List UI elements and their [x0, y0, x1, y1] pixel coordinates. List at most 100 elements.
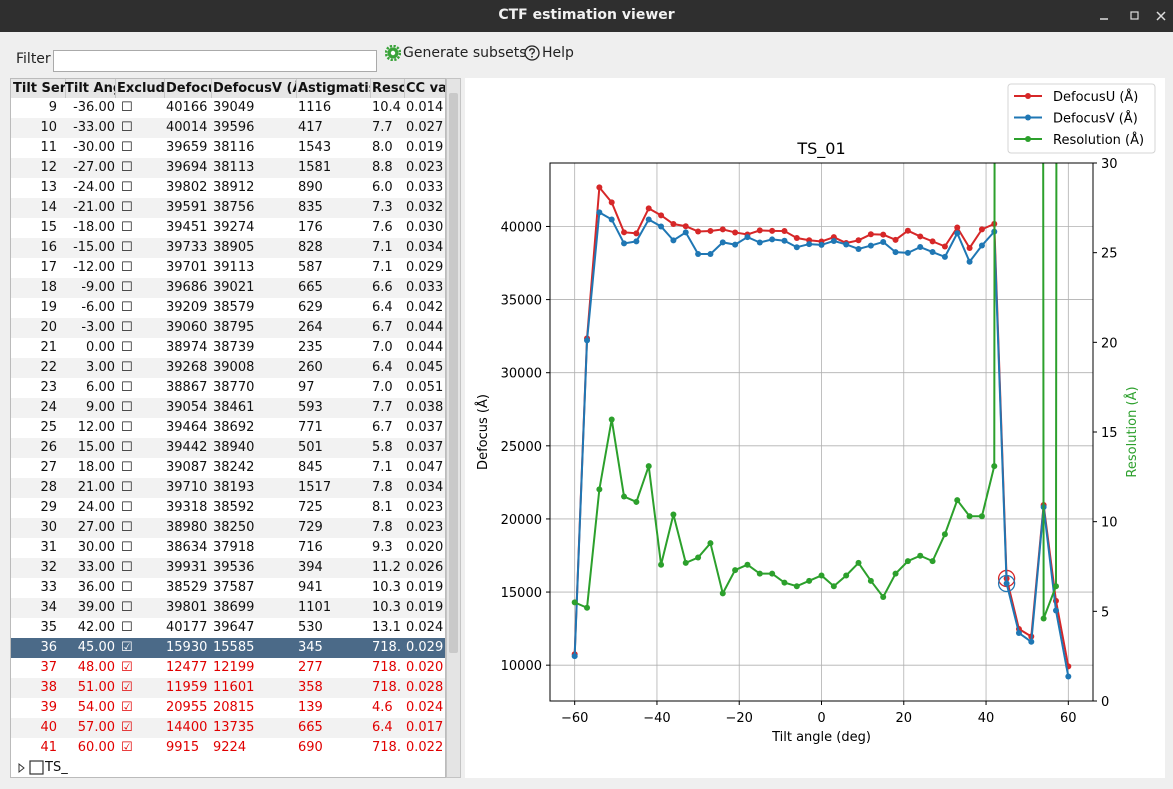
table-cell: 39710: [166, 480, 208, 495]
exclude-checkbox[interactable]: ☐: [121, 340, 133, 355]
table-row[interactable]: 10 -33.00 ☐ 40014 39596 417 7.7 0.027: [11, 118, 445, 138]
table-row[interactable]: 39 54.00 ☑ 20955 20815 139 4.6 0.024: [11, 698, 445, 718]
exclude-checkbox[interactable]: ☐: [121, 260, 133, 275]
table-cell: 1581: [298, 160, 332, 175]
table-row[interactable]: 12 -27.00 ☐ 39694 38113 1581 8.8 0.023: [11, 158, 445, 178]
table-row[interactable]: 33 36.00 ☐ 38529 37587 941 10.3 0.019: [11, 578, 445, 598]
close[interactable]: [1156, 11, 1166, 21]
exclude-checkbox[interactable]: ☐: [121, 520, 133, 535]
table-row[interactable]: 21 0.00 ☐ 38974 38739 235 7.0 0.044: [11, 338, 445, 358]
exclude-checkbox[interactable]: ☐: [121, 100, 133, 115]
scrollbar[interactable]: [446, 78, 461, 778]
table-row[interactable]: 14 -21.00 ☐ 39591 38756 835 7.3 0.032: [11, 198, 445, 218]
exclude-checkbox[interactable]: ☐: [121, 200, 133, 215]
column-header[interactable]: Astigmatis: [298, 79, 371, 98]
table-row[interactable]: 18 -9.00 ☐ 39686 39021 665 6.6 0.033: [11, 278, 445, 298]
table-row[interactable]: 13 -24.00 ☐ 39802 38912 890 6.0 0.033: [11, 178, 445, 198]
exclude-checkbox[interactable]: ☐: [121, 480, 133, 495]
exclude-checkbox[interactable]: ☐: [121, 400, 133, 415]
table-row[interactable]: 11 -30.00 ☐ 39659 38116 1543 8.0 0.019: [11, 138, 445, 158]
exclude-checkbox[interactable]: ☐: [121, 240, 133, 255]
table-row[interactable]: 23 6.00 ☐ 38867 38770 97 7.0 0.051: [11, 378, 445, 398]
exclude-checkbox[interactable]: ☐: [121, 540, 133, 555]
table-cell: 0.047: [406, 460, 444, 475]
table-row[interactable]: 27 18.00 ☐ 39087 38242 845 7.1 0.047: [11, 458, 445, 478]
tree-expander[interactable]: [15, 758, 45, 778]
exclude-checkbox[interactable]: ☐: [121, 600, 133, 615]
table-row[interactable]: 26 15.00 ☐ 39442 38940 501 5.8 0.037: [11, 438, 445, 458]
exclude-checkbox[interactable]: ☑: [121, 680, 133, 695]
exclude-checkbox[interactable]: ☑: [121, 660, 133, 675]
table-cell: 9224: [213, 740, 247, 755]
table-cell: 39442: [166, 440, 208, 455]
exclude-checkbox[interactable]: ☐: [121, 620, 133, 635]
table-cell: 11.2: [372, 560, 401, 575]
table-row[interactable]: 29 24.00 ☐ 39318 38592 725 8.1 0.023: [11, 498, 445, 518]
column-header[interactable]: Tilt Ang: [65, 79, 116, 98]
table-row[interactable]: 30 27.00 ☐ 38980 38250 729 7.8 0.023: [11, 518, 445, 538]
column-header[interactable]: DefocusV (Å: [213, 79, 297, 98]
filter-input[interactable]: [53, 50, 377, 72]
column-header[interactable]: Exclud: [117, 79, 165, 98]
exclude-checkbox[interactable]: ☐: [121, 140, 133, 155]
table-cell: 0.029: [406, 260, 444, 275]
table-row[interactable]: 22 3.00 ☐ 39268 39008 260 6.4 0.045: [11, 358, 445, 378]
table-row[interactable]: 19 -6.00 ☐ 39209 38579 629 6.4 0.042: [11, 298, 445, 318]
maximize[interactable]: [1130, 11, 1139, 20]
table-row[interactable]: 32 33.00 ☐ 39931 39536 394 11.2 0.026: [11, 558, 445, 578]
generate-subsets-button[interactable]: Generate subsets: [385, 45, 527, 61]
table-row[interactable]: 36 45.00 ☑ 15930 15585 345 718. 0.029: [11, 638, 445, 658]
table-row[interactable]: 15 -18.00 ☐ 39451 39274 176 7.6 0.030: [11, 218, 445, 238]
window-controls[interactable]: [1073, 0, 1173, 32]
tree-row[interactable]: TS_: [11, 758, 445, 778]
column-header[interactable]: Defocu: [166, 79, 212, 98]
table-row[interactable]: 37 48.00 ☑ 12477 12199 277 718. 0.020: [11, 658, 445, 678]
exclude-checkbox[interactable]: ☐: [121, 380, 133, 395]
table-row[interactable]: 28 21.00 ☐ 39710 38193 1517 7.8 0.034: [11, 478, 445, 498]
legend-label: DefocusU (Å): [1053, 89, 1138, 105]
exclude-checkbox[interactable]: ☐: [121, 360, 133, 375]
exclude-checkbox[interactable]: ☐: [121, 300, 133, 315]
exclude-checkbox[interactable]: ☐: [121, 560, 133, 575]
data-point: [867, 577, 874, 584]
table-cell: 394: [298, 560, 323, 575]
exclude-checkbox[interactable]: ☐: [121, 120, 133, 135]
column-header[interactable]: Reso: [372, 79, 405, 98]
table-cell: 7.8: [372, 520, 393, 535]
table-row[interactable]: 41 60.00 ☑ 9915 9224 690 718. 0.022: [11, 738, 445, 758]
table-cell: 11: [40, 140, 57, 155]
column-header[interactable]: Tilt Seri: [13, 79, 66, 98]
exclude-checkbox[interactable]: ☑: [121, 700, 133, 715]
exclude-checkbox[interactable]: ☐: [121, 220, 133, 235]
exclude-checkbox[interactable]: ☐: [121, 180, 133, 195]
exclude-checkbox[interactable]: ☐: [121, 280, 133, 295]
exclude-checkbox[interactable]: ☑: [121, 740, 133, 755]
exclude-checkbox[interactable]: ☐: [121, 500, 133, 515]
exclude-checkbox[interactable]: ☑: [121, 640, 133, 655]
table-row[interactable]: 17 -12.00 ☐ 39701 39113 587 7.1 0.029: [11, 258, 445, 278]
exclude-checkbox[interactable]: ☐: [121, 440, 133, 455]
table-row[interactable]: 24 9.00 ☐ 39054 38461 593 7.7 0.038: [11, 398, 445, 418]
table-cell: 38113: [213, 160, 255, 175]
exclude-checkbox[interactable]: ☐: [121, 320, 133, 335]
exclude-checkbox[interactable]: ☐: [121, 420, 133, 435]
table-row[interactable]: 38 51.00 ☑ 11959 11601 358 718. 0.028: [11, 678, 445, 698]
exclude-checkbox[interactable]: ☐: [121, 160, 133, 175]
column-header[interactable]: CC va: [406, 81, 446, 96]
scroll-thumb[interactable]: [449, 93, 458, 653]
exclude-checkbox[interactable]: ☑: [121, 720, 133, 735]
exclude-checkbox[interactable]: ☐: [121, 460, 133, 475]
table-row[interactable]: 40 57.00 ☑ 14400 13735 665 6.4 0.017: [11, 718, 445, 738]
table-row[interactable]: 31 30.00 ☐ 38634 37918 716 9.3 0.020: [11, 538, 445, 558]
table-row[interactable]: 9 -36.00 ☐ 40166 39049 1116 10.4 0.014: [11, 98, 445, 118]
exclude-checkbox[interactable]: ☐: [121, 580, 133, 595]
table-row[interactable]: 34 39.00 ☐ 39801 38699 1101 10.3 0.019: [11, 598, 445, 618]
table-cell: 30.00: [77, 540, 115, 555]
table-row[interactable]: 16 -15.00 ☐ 39733 38905 828 7.1 0.034: [11, 238, 445, 258]
table-row[interactable]: 20 -3.00 ☐ 39060 38795 264 6.7 0.044: [11, 318, 445, 338]
help-button[interactable]: Help: [524, 45, 574, 61]
table-row[interactable]: 35 42.00 ☐ 40177 39647 530 13.1 0.024: [11, 618, 445, 638]
table-row[interactable]: 25 12.00 ☐ 39464 38692 771 6.7 0.037: [11, 418, 445, 438]
table-cell: 38: [40, 680, 57, 695]
